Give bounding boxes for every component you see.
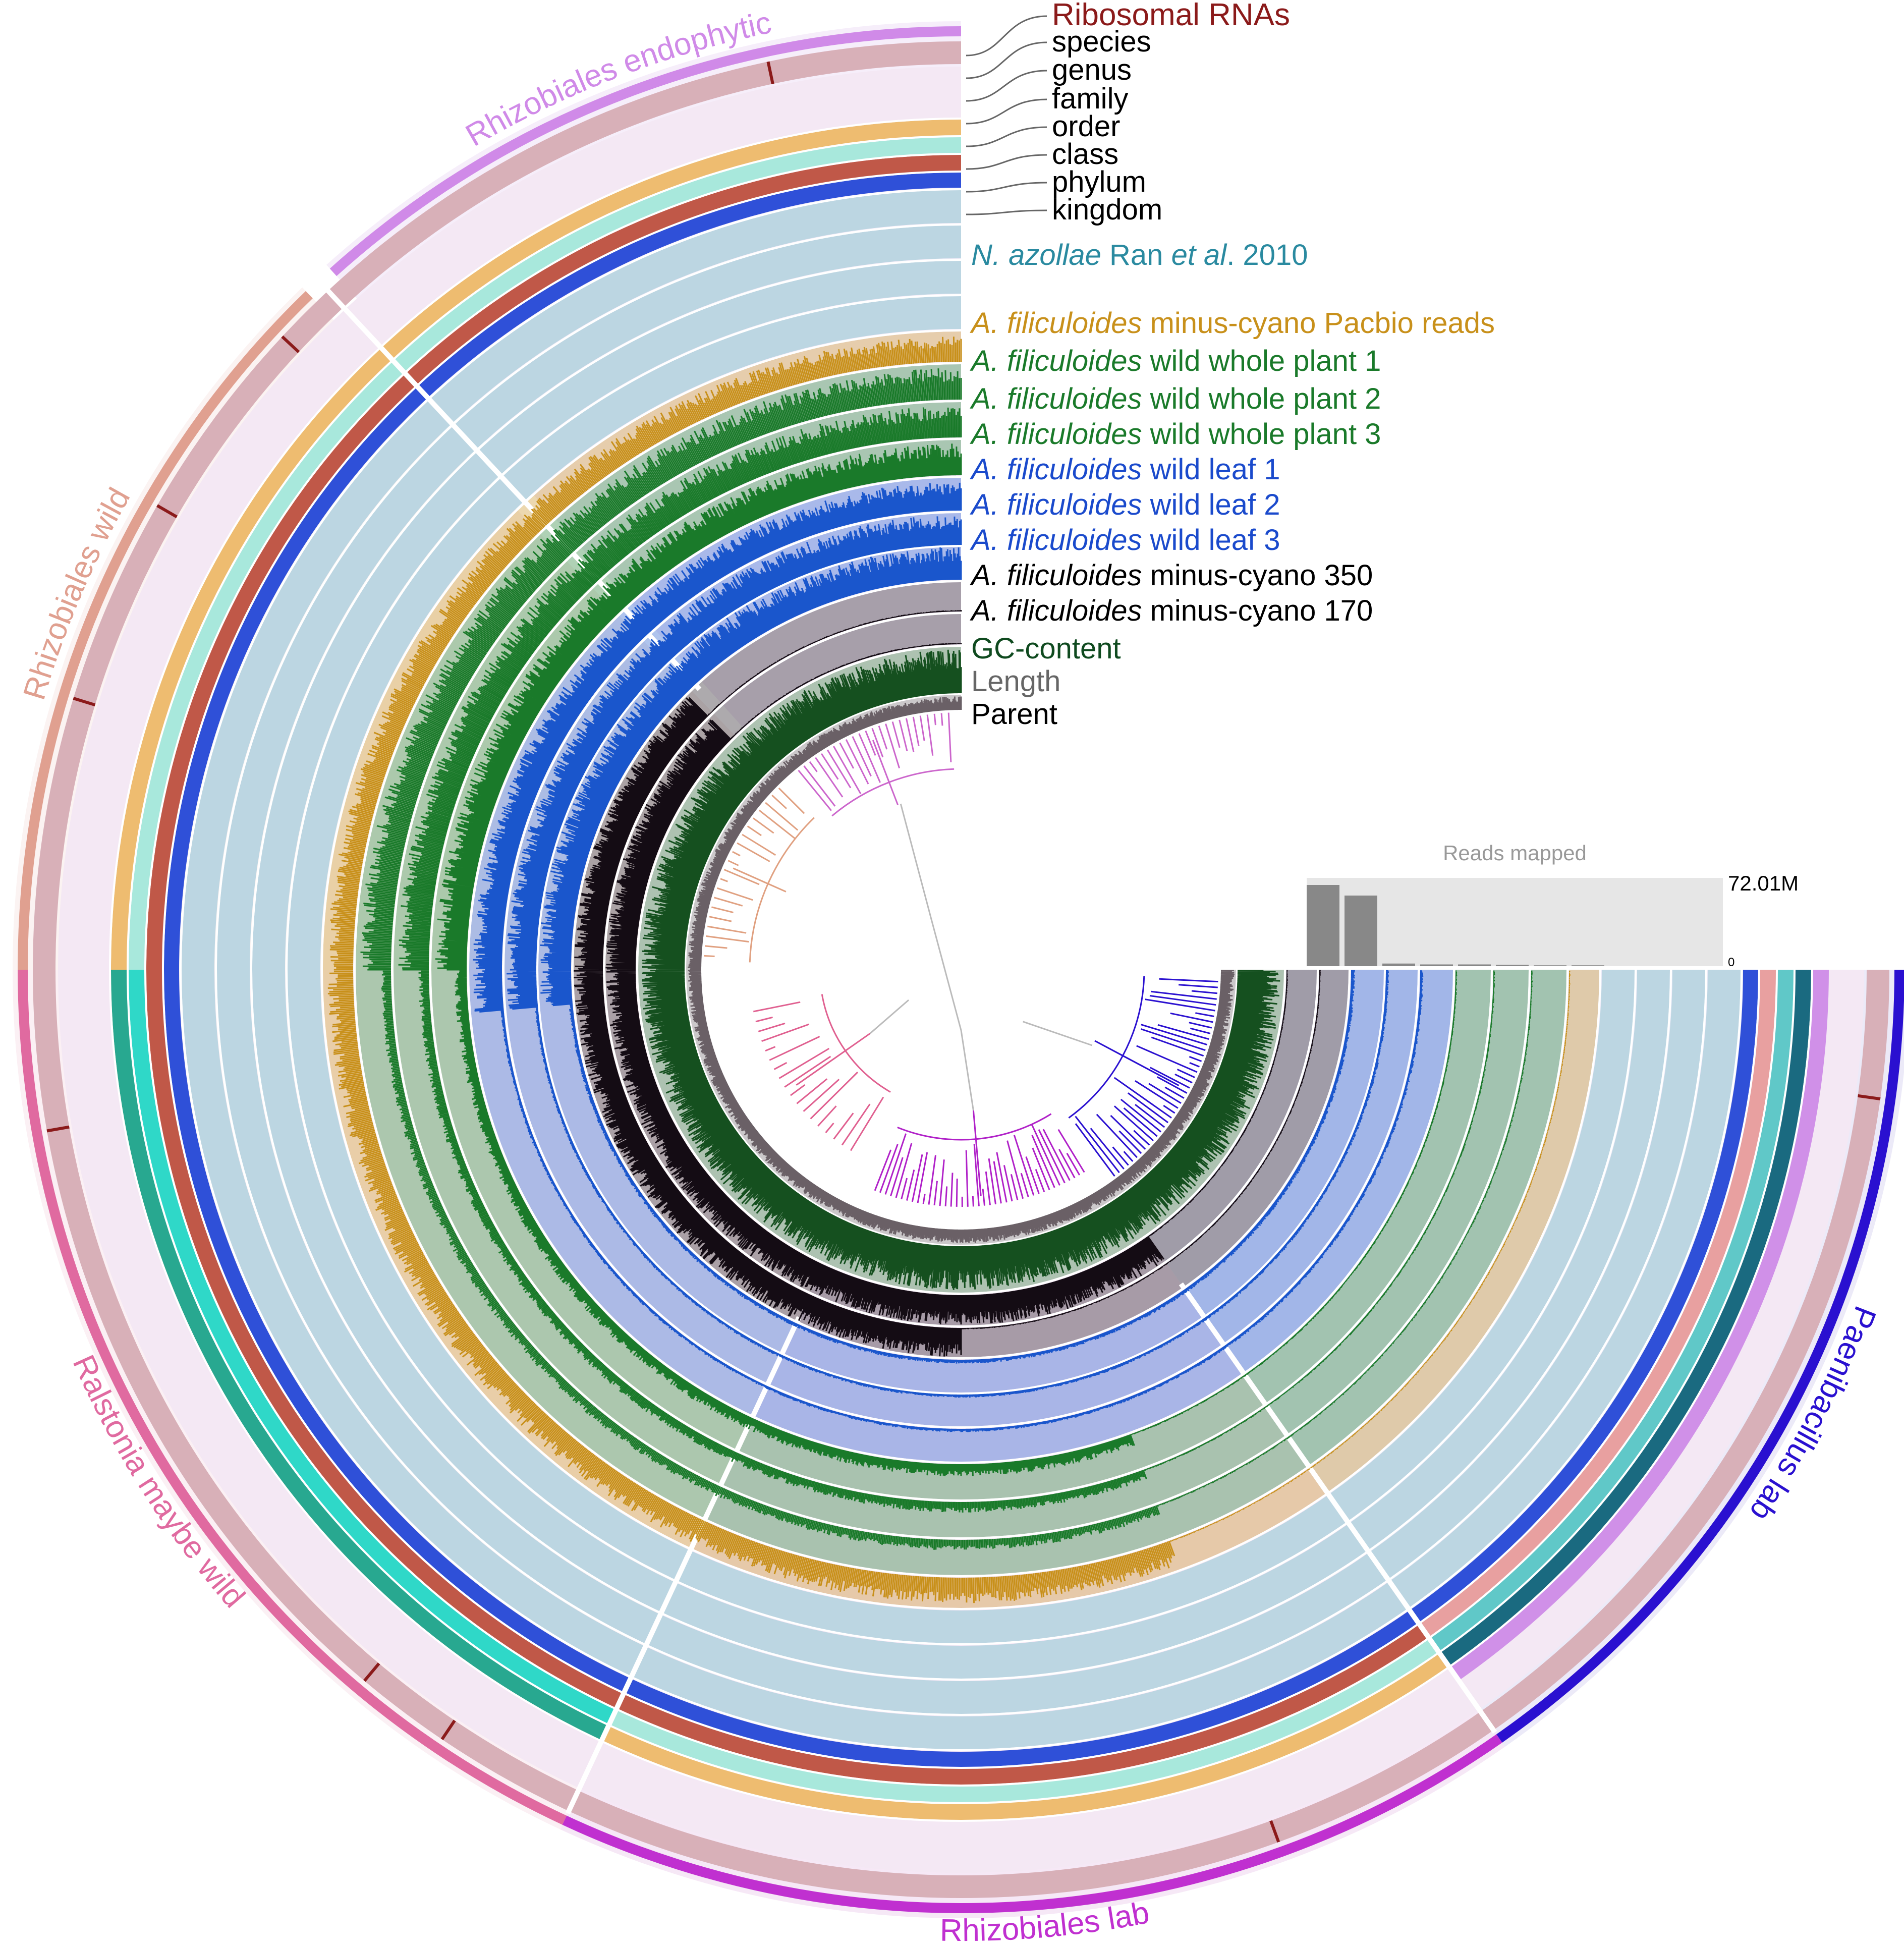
- reads-bar-3: [1420, 964, 1453, 966]
- legend-ribosomal: Ribosomal RNAs: [1052, 0, 1290, 32]
- legend-pacbio: A. filiculoides minus-cyano Pacbio reads: [970, 307, 1495, 340]
- gc-ring: [638, 647, 1284, 1293]
- legend-class: class: [1052, 138, 1118, 171]
- legend-mc170: A. filiculoides minus-cyano 170: [970, 594, 1373, 627]
- bin-separator-1: [565, 1316, 802, 1815]
- legend-leader-family: [966, 98, 1047, 125]
- clade-paenibacillus: [1068, 976, 1218, 1177]
- reads-bar-4: [1458, 964, 1491, 966]
- rrna-marker-8: [1858, 1094, 1881, 1101]
- legend-length: Length: [971, 665, 1060, 698]
- legend-leader-class: [966, 154, 1047, 170]
- taxonomy-overlay-0: [129, 970, 617, 1725]
- legend-gc: GC-content: [971, 632, 1121, 665]
- reads-mapped-panel: Reads mapped 72.01M 0: [1307, 841, 1799, 969]
- rrna-marker-7: [1269, 1820, 1280, 1843]
- bin-separator-2: [1179, 1282, 1497, 1734]
- legend-genus: genus: [1052, 53, 1132, 86]
- legend-kingdom: kingdom: [1052, 193, 1162, 226]
- legend-leader-ribosomal: [966, 15, 1047, 57]
- clade-rhizobiales-lab: [874, 1110, 1085, 1207]
- clade-ralstonia: [753, 994, 891, 1151]
- layer-legend: Ribosomal RNAsspeciesgenusfamilyordercla…: [966, 0, 1495, 731]
- legend-wp1: A. filiculoides wild whole plant 1: [970, 345, 1381, 377]
- reads-max-label: 72.01M: [1728, 871, 1799, 895]
- legend-wp3: A. filiculoides wild whole plant 3: [970, 418, 1381, 451]
- reads-bar-2: [1382, 963, 1415, 966]
- legend-leader-order: [966, 126, 1047, 147]
- bin-outer-arcs: [18, 26, 1904, 1914]
- legend-nazollae: N. azollae Ran et al. 2010: [971, 239, 1308, 271]
- rrna-marker-6: [440, 1719, 456, 1741]
- reads-bar-7: [1572, 965, 1604, 966]
- clade-rhizobiales-wild: [704, 787, 815, 963]
- contig-dendrogram: [704, 712, 1218, 1207]
- legend-leader-species: [966, 41, 1047, 79]
- legend-leader-phylum: [966, 182, 1047, 193]
- legend-leaf1: A. filiculoides wild leaf 1: [970, 453, 1280, 486]
- coverage-bars: [327, 337, 1571, 1603]
- legend-wp2: A. filiculoides wild whole plant 2: [970, 382, 1381, 415]
- rrna-marker-5: [363, 1662, 380, 1682]
- rrna-marker-1: [281, 335, 300, 354]
- bin-arc-2[interactable]: [18, 970, 567, 1825]
- rrna-marker-3: [73, 697, 96, 707]
- reads-min-label: 0: [1728, 956, 1734, 969]
- legend-phylum: phylum: [1052, 165, 1146, 198]
- legend-leader-kingdom: [966, 209, 1047, 215]
- data-layer-rings: [33, 41, 1889, 1898]
- reads-bar-5: [1496, 965, 1529, 966]
- tree-backbone: [869, 803, 1093, 1111]
- reads-bar-1: [1345, 896, 1377, 966]
- legend-parent: Parent: [971, 698, 1057, 731]
- reads-bar-0: [1307, 885, 1339, 966]
- clade-rhizobiales-endophytic: [798, 712, 955, 817]
- legend-leaf2: A. filiculoides wild leaf 2: [970, 488, 1280, 521]
- rrna-marker-4: [46, 1125, 70, 1133]
- legend-leaf3: A. filiculoides wild leaf 3: [970, 524, 1280, 557]
- rrna-marker-2: [156, 504, 178, 519]
- reads-bar-6: [1534, 965, 1566, 966]
- taxonomy-overlay-1: [111, 970, 609, 1741]
- legend-mc350: A. filiculoides minus-cyano 350: [970, 559, 1373, 592]
- legend-family: family: [1052, 82, 1128, 115]
- reads-mapped-title: Reads mapped: [1443, 841, 1587, 865]
- rrna-marker-0: [766, 61, 774, 84]
- legend-leader-genus: [966, 70, 1047, 102]
- legend-species: species: [1052, 25, 1151, 58]
- legend-order: order: [1052, 110, 1120, 143]
